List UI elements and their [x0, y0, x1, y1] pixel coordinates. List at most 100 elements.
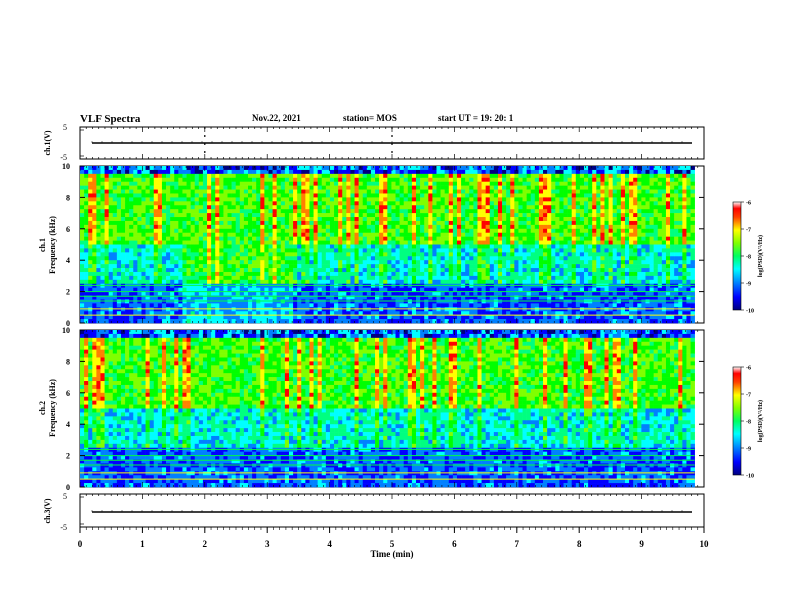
spectrogram-cell [334, 303, 339, 308]
spectrogram-cell [403, 248, 409, 253]
spectrogram-cell [465, 260, 470, 265]
spectrogram-cell [489, 307, 495, 312]
spectrogram-cell [370, 193, 376, 198]
spectrogram-cell [432, 205, 437, 210]
spectrogram-cell [493, 209, 499, 214]
spectrogram-cell [383, 315, 388, 320]
spectrogram-cell [469, 283, 474, 288]
spectrogram-cell [321, 295, 327, 300]
spectrogram-cell [153, 189, 159, 194]
spectrogram-cell [559, 268, 564, 273]
spectrogram-cell [145, 260, 150, 265]
spectrogram-cell [329, 173, 335, 179]
spectrogram-cell [559, 224, 564, 230]
spectrogram-cell [481, 201, 486, 206]
spectrogram-cell [207, 185, 212, 190]
spectrogram-cell [104, 268, 109, 273]
spectrogram-cell [522, 279, 527, 285]
spectrogram-cell [514, 291, 519, 296]
spectrogram-cell [288, 275, 294, 281]
spectrogram-cell [469, 189, 474, 194]
spectrogram-cell [514, 252, 519, 257]
spectrogram-cell [207, 217, 212, 222]
spectrogram-cell [534, 271, 540, 277]
spectrogram-cell [141, 193, 146, 198]
spectrogram-cell [96, 177, 101, 182]
spectrogram-cell [493, 181, 499, 186]
spectrogram-cell [120, 205, 126, 210]
spectrogram-cell [526, 279, 532, 285]
spectrogram-cell [112, 283, 118, 288]
spectrogram-cell [502, 303, 507, 308]
spectrogram-cell [489, 311, 495, 316]
spectrogram-cell [485, 209, 491, 214]
spectrogram-cell [424, 291, 429, 296]
spectrogram-cell [313, 268, 318, 273]
spectrogram-cell [399, 264, 405, 269]
spectrogram-cell [481, 213, 486, 218]
spectrogram-cell [248, 240, 253, 245]
spectrogram-cell [403, 268, 409, 273]
spectrogram-cell [428, 248, 433, 253]
spectrogram-cell [84, 193, 89, 198]
spectrogram-cell [473, 201, 478, 206]
spectrogram-cell [432, 169, 437, 175]
spectrogram-cell [485, 220, 491, 226]
spectrogram-cell [161, 201, 167, 206]
spectrogram-cell [375, 256, 380, 261]
spectrogram-cell [395, 193, 400, 198]
spectrogram-cell [260, 189, 265, 194]
spectrogram-cell [256, 264, 261, 269]
spectrogram-cell [452, 166, 458, 171]
spectrogram-cell [153, 303, 159, 308]
spectrogram-cell [444, 283, 450, 288]
spectrogram-cell [182, 236, 187, 241]
spectrogram-cell [321, 252, 327, 257]
spectrogram-cell [182, 240, 187, 245]
spectrogram-cell [112, 193, 118, 198]
spectrogram-cell [469, 287, 474, 292]
spectrogram-cell [202, 287, 208, 292]
spectrogram-cell [104, 181, 109, 186]
spectrogram-cell [288, 173, 294, 179]
spectrogram-cell [395, 291, 400, 296]
spectrogram-cell [375, 213, 380, 218]
spectrogram-cell [391, 169, 396, 175]
spectrogram-cell [444, 268, 450, 273]
spectrogram-cell [211, 311, 216, 316]
spectrogram-cell [543, 252, 548, 257]
spectrogram-cell [284, 213, 290, 218]
spectrogram-cell [248, 220, 253, 226]
spectrogram-cell [530, 287, 536, 292]
spectrogram-cell [375, 252, 380, 257]
spectrogram-cell [506, 220, 511, 226]
spectrogram-cell [157, 240, 163, 245]
spectrogram-cell [366, 181, 372, 186]
spectrogram-cell [248, 279, 253, 285]
spectrogram-cell [239, 166, 245, 171]
spectrogram-cell [219, 205, 224, 210]
spectrogram-cell [252, 185, 257, 190]
spectrogram-cell [424, 173, 429, 179]
spectrogram-cell [153, 217, 159, 222]
spectrogram-cell [350, 173, 355, 179]
spectrogram-cell [161, 303, 167, 308]
spectrogram-cell [108, 264, 114, 269]
spectrogram-cell [231, 287, 237, 292]
spectrogram-cell [186, 248, 191, 253]
spectrogram-cell [92, 279, 97, 285]
spectrogram-cell [80, 169, 85, 175]
spectrogram-cell [481, 295, 486, 300]
spectrogram-cell [231, 193, 237, 198]
spectrogram-cell [276, 279, 282, 285]
spectrogram-cell [166, 264, 171, 269]
spectrogram-cell [391, 240, 396, 245]
spectrogram-cell [477, 271, 482, 277]
spectrogram-cell [96, 252, 101, 257]
spectrogram-cell [239, 252, 245, 257]
spectrogram-cell [477, 268, 482, 273]
spectrogram-cell [120, 315, 126, 320]
spectrogram-cell [387, 295, 392, 300]
spectrogram-cell [317, 299, 323, 304]
spectrogram-cell [354, 260, 359, 265]
